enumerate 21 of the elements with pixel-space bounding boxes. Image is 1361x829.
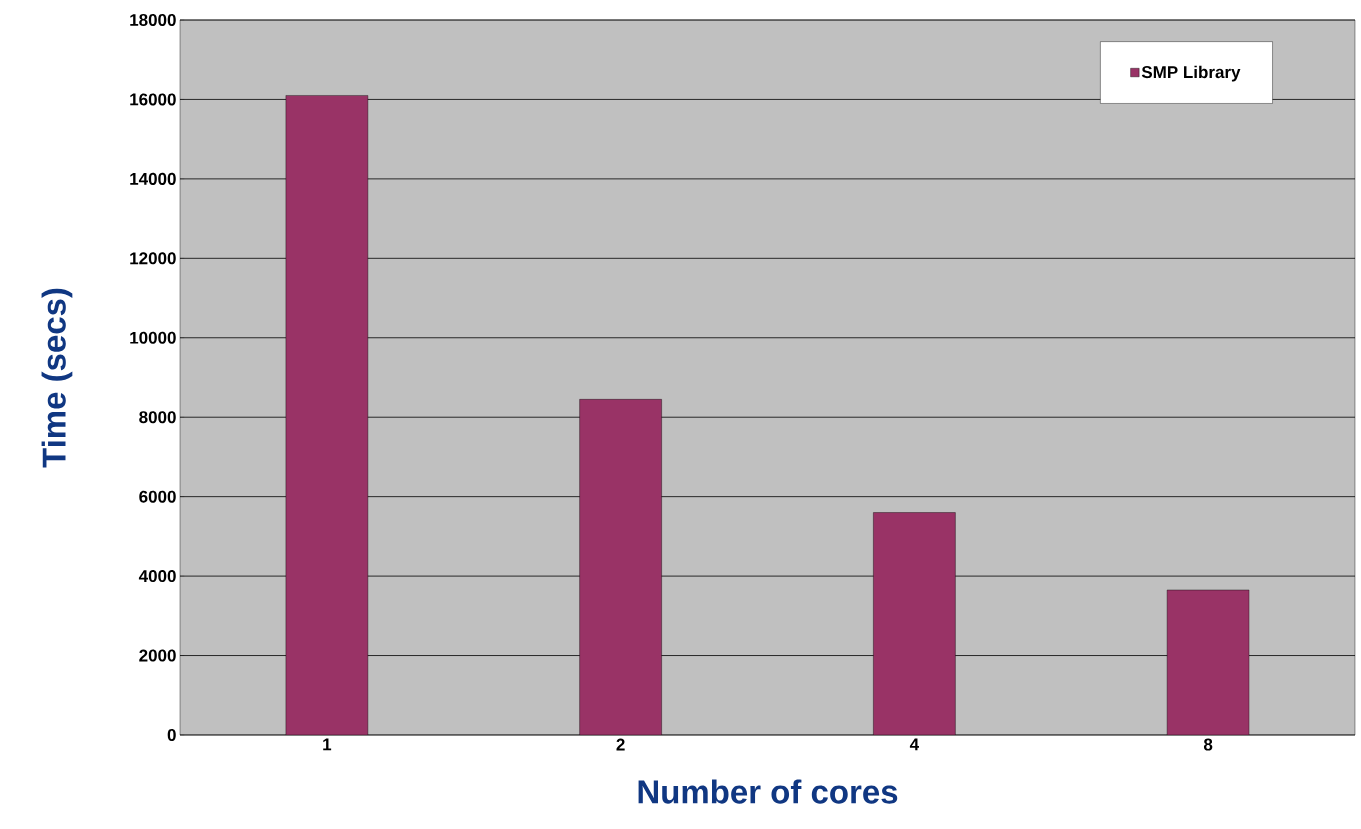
x-tick-label: 8 bbox=[1203, 738, 1213, 751]
bar bbox=[873, 512, 956, 735]
y-tick-label: 14000 bbox=[130, 172, 176, 185]
bar bbox=[579, 399, 662, 735]
x-axis-title: Number of cores bbox=[638, 779, 898, 804]
bar bbox=[1166, 589, 1250, 735]
y-tick-label: 16000 bbox=[130, 93, 176, 106]
bar bbox=[285, 95, 369, 735]
legend-label: SMP Library bbox=[1141, 65, 1241, 82]
y-tick-label: 18000 bbox=[130, 13, 176, 27]
y-tick-label: 2000 bbox=[139, 649, 176, 662]
y-tick-label: 12000 bbox=[130, 252, 176, 265]
x-tick-label: 4 bbox=[909, 738, 920, 751]
y-tick-label: 4000 bbox=[138, 570, 176, 583]
y-axis-title: Time (secs) bbox=[41, 288, 73, 468]
y-tick-label: 0 bbox=[167, 728, 176, 742]
x-tick-label: 2 bbox=[616, 738, 625, 751]
x-tick-label: 1 bbox=[323, 738, 332, 751]
y-tick-label: 8000 bbox=[139, 411, 176, 424]
y-tick-label: 10000 bbox=[130, 331, 176, 344]
y-tick-label: 6000 bbox=[139, 490, 176, 503]
